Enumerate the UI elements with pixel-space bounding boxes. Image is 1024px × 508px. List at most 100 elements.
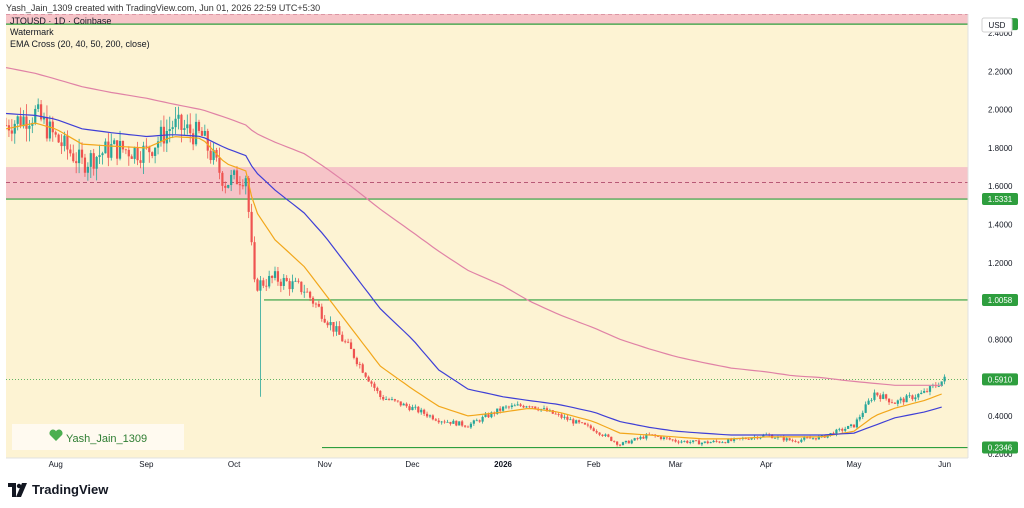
candle-body xyxy=(627,440,630,444)
candle-body xyxy=(858,416,861,420)
candle-body xyxy=(130,156,133,159)
candle-body xyxy=(601,434,604,436)
candle-body xyxy=(692,440,695,442)
x-tick-label: Feb xyxy=(587,460,601,469)
candle-body xyxy=(45,117,49,139)
candle-body xyxy=(80,149,84,158)
candle-body xyxy=(92,153,95,169)
candle-body xyxy=(782,436,785,441)
candle-body xyxy=(624,440,627,443)
candle-body xyxy=(504,406,508,408)
watermark-badge-bg xyxy=(12,424,184,450)
candle-body xyxy=(320,306,323,319)
candle-body xyxy=(177,114,180,119)
candle-body xyxy=(276,271,280,282)
candle-body xyxy=(69,149,72,154)
candle-body xyxy=(247,178,250,212)
candle-body xyxy=(282,277,285,286)
candle-body xyxy=(235,170,239,185)
candle-body xyxy=(899,398,902,401)
candle-body xyxy=(659,436,663,439)
candle-body xyxy=(645,434,648,439)
candle-body xyxy=(168,129,171,131)
candle-body xyxy=(917,393,920,398)
candle-body xyxy=(809,437,812,439)
candle-body xyxy=(358,364,361,365)
candle-body xyxy=(60,142,63,147)
candle-body xyxy=(434,419,437,421)
candle-body xyxy=(262,280,265,286)
x-tick-label: Nov xyxy=(318,460,332,469)
candle-body xyxy=(332,322,335,332)
candle-body xyxy=(887,398,891,403)
candle-body xyxy=(732,438,736,441)
candle-body xyxy=(133,147,136,159)
candle-body xyxy=(139,160,142,163)
candle-body xyxy=(683,440,686,442)
candle-body xyxy=(285,277,288,282)
candle-body xyxy=(686,440,689,443)
candle-body xyxy=(882,394,885,399)
candle-body xyxy=(303,291,306,293)
candle-body xyxy=(694,440,698,442)
chart-area[interactable]: 2.4000 2.2000 2.0000 1.8000 1.6000 1.4000 1.20… xyxy=(4,13,1018,474)
candle-body xyxy=(78,149,81,164)
candle-body xyxy=(156,141,160,148)
x-tick-label: Apr xyxy=(760,460,773,469)
candle-body xyxy=(604,434,607,436)
candle-body xyxy=(110,144,113,158)
candle-body xyxy=(335,326,338,332)
candle-body xyxy=(697,440,701,445)
ema-line-ema-50 xyxy=(5,112,942,436)
price-tag-bg xyxy=(982,193,1018,206)
candle-body xyxy=(861,412,864,417)
candle-body xyxy=(95,157,98,169)
candle-body xyxy=(656,435,660,437)
candle-body xyxy=(639,436,642,439)
candle-body xyxy=(396,400,399,402)
candle-body xyxy=(580,422,584,424)
candle-body xyxy=(490,412,493,418)
candle-body xyxy=(326,322,329,326)
x-tick-label: Mar xyxy=(669,460,683,469)
price-chart[interactable]: 2.4000 2.2000 2.0000 1.8000 1.6000 1.4000 1.20… xyxy=(4,13,1018,474)
candle-body xyxy=(63,135,66,147)
candle-body xyxy=(212,149,215,161)
candle-body xyxy=(551,410,554,414)
candle-body xyxy=(545,408,549,412)
ema-line-ema-200 xyxy=(5,67,942,386)
candle-body xyxy=(370,381,373,384)
y-axis: 2.4000 2.2000 2.0000 1.8000 1.6000 1.4000 1.20… xyxy=(967,14,1013,459)
price-tag-bg xyxy=(982,373,1018,386)
candle-body xyxy=(411,407,414,411)
candle-body xyxy=(592,428,595,432)
candle-body xyxy=(417,406,420,413)
candle-body xyxy=(589,425,592,429)
candle-body xyxy=(618,444,622,446)
candle-body xyxy=(677,441,680,443)
candle-body xyxy=(607,434,610,437)
candle-body xyxy=(496,408,499,414)
candle-body xyxy=(800,439,803,442)
candle-body xyxy=(455,420,458,426)
ema-lines xyxy=(5,67,942,440)
candle-body xyxy=(154,147,157,156)
candle-body xyxy=(425,413,429,417)
candle-body xyxy=(218,157,221,173)
candle-body xyxy=(107,141,110,158)
candle-body xyxy=(297,280,300,282)
candle-body xyxy=(241,185,244,187)
candle-body xyxy=(443,421,446,423)
candle-body xyxy=(885,394,888,399)
x-tick-label: 2026 xyxy=(494,460,512,469)
candle-body xyxy=(414,406,417,408)
legend-indicator: EMA Cross (20, 40, 50, 200, close) xyxy=(10,39,150,49)
candle-body xyxy=(715,440,718,442)
candle-body xyxy=(449,421,452,424)
candle-body xyxy=(525,406,528,408)
currency-box[interactable] xyxy=(981,17,1013,33)
y-tick-label: 0.2000 xyxy=(988,450,1013,459)
candle-body xyxy=(896,400,899,404)
price-tag-label: 1.5331 xyxy=(988,195,1013,204)
candle-body xyxy=(355,357,358,365)
